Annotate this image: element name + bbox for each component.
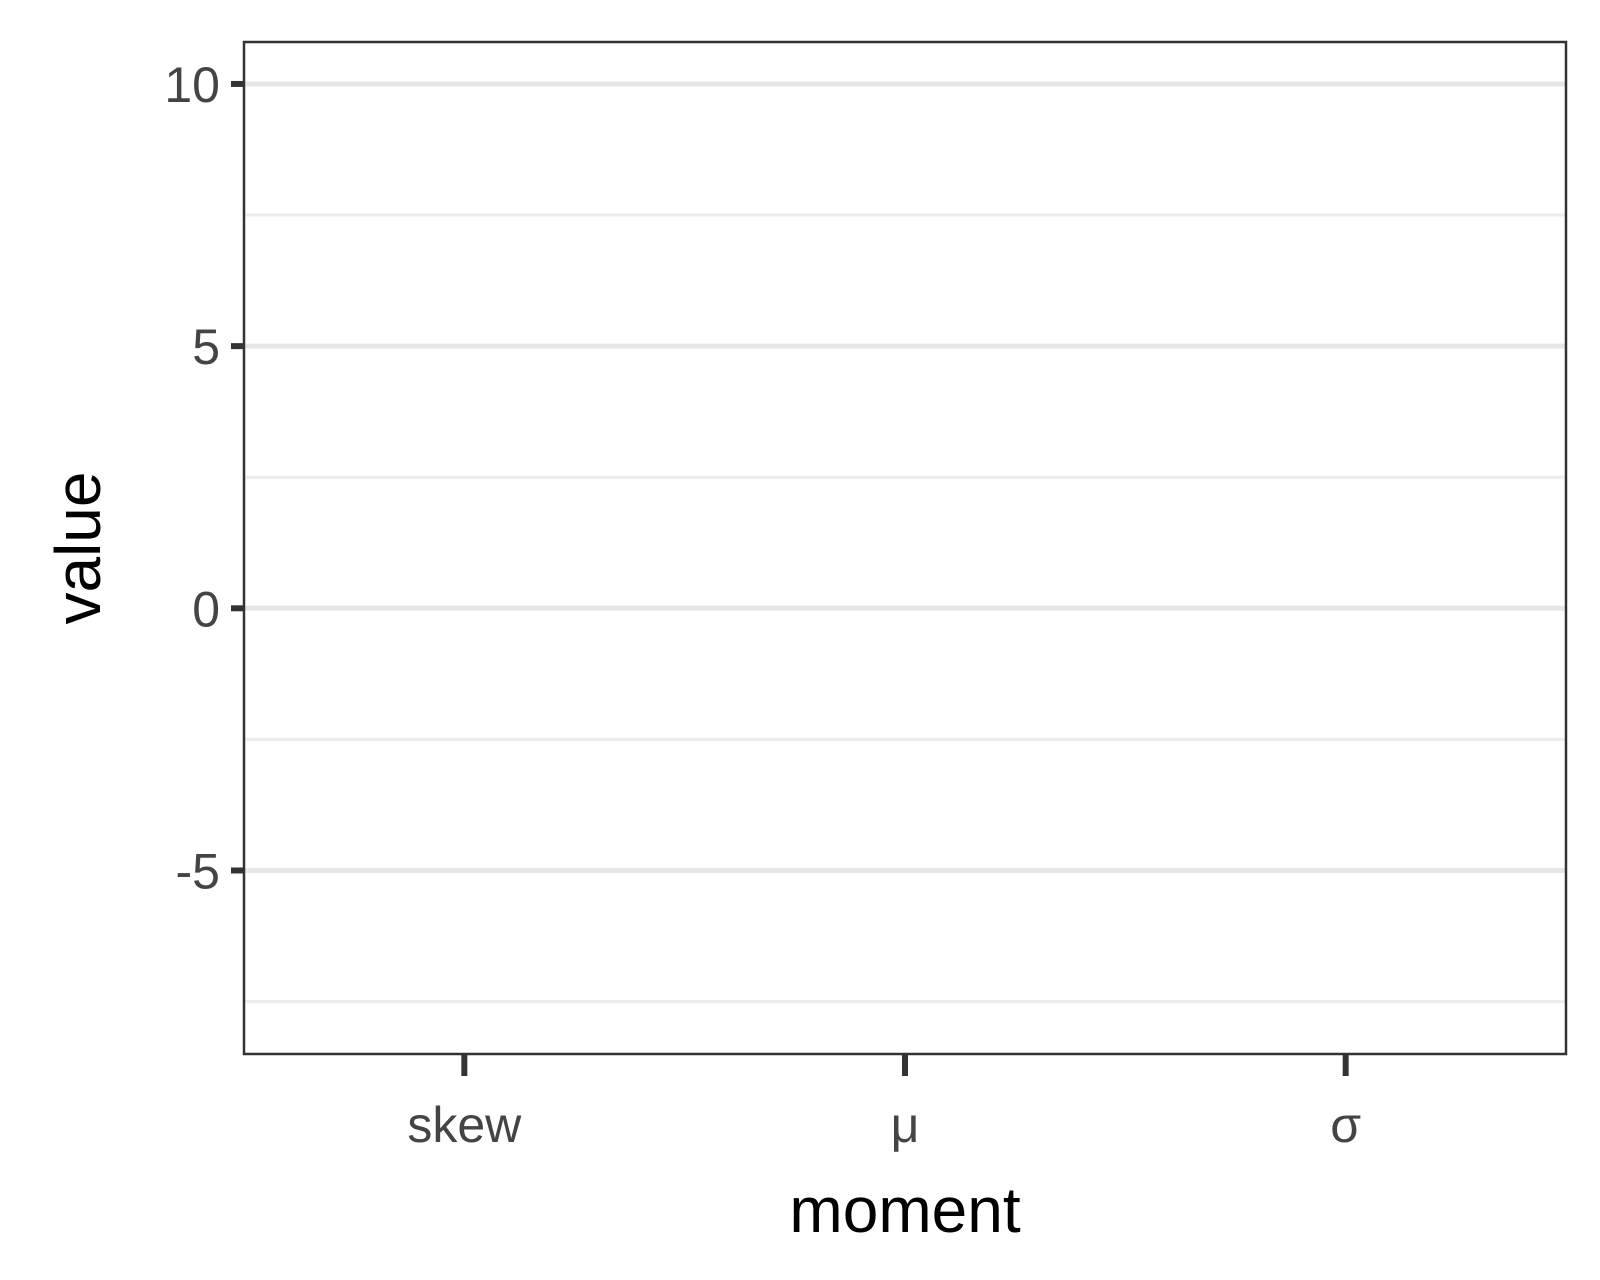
panel-border bbox=[242, 40, 1568, 1056]
major-gridlines bbox=[244, 81, 1566, 873]
x-axis-title: moment bbox=[789, 1174, 1020, 1246]
y-tick-label: 5 bbox=[192, 319, 220, 375]
y-tick-label: 0 bbox=[192, 581, 220, 637]
x-tick-label: skew bbox=[407, 1097, 522, 1153]
x-axis-ticks: skew μ σ bbox=[407, 1054, 1361, 1153]
y-axis-ticks: -5 0 5 10 bbox=[164, 57, 244, 899]
minor-gridlines bbox=[244, 213, 1566, 1004]
y-tick-label: -5 bbox=[176, 843, 220, 899]
x-tick-label: μ bbox=[891, 1097, 920, 1153]
x-tick-label: σ bbox=[1330, 1097, 1361, 1153]
y-tick-label: 10 bbox=[164, 57, 220, 113]
y-axis-title: value bbox=[42, 472, 114, 625]
